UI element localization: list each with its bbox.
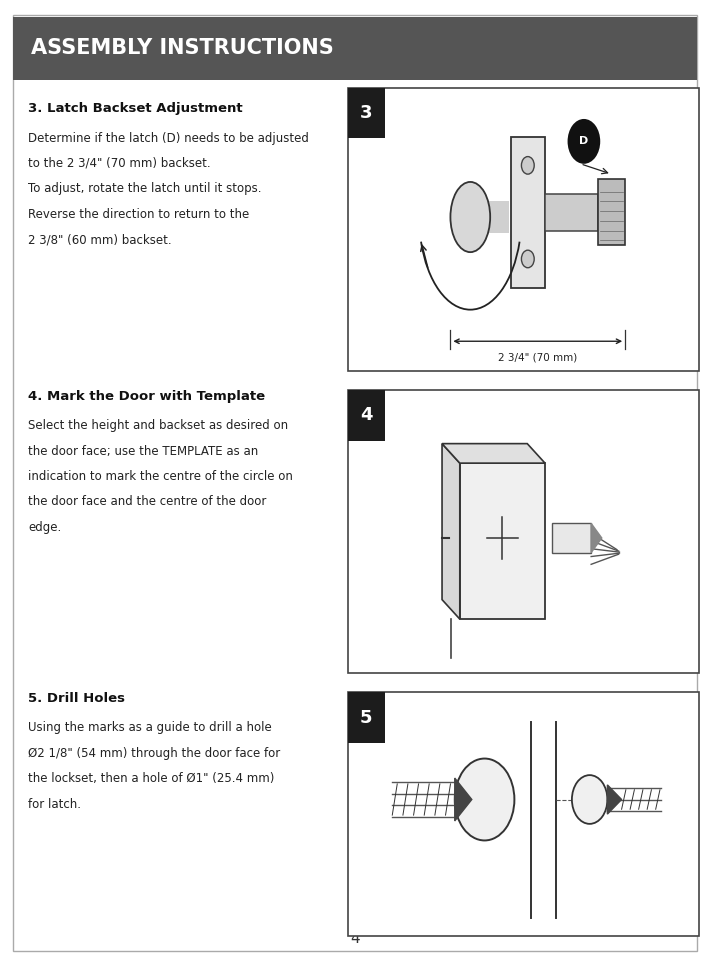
Bar xyxy=(510,136,545,288)
Bar xyxy=(13,17,697,80)
Circle shape xyxy=(572,775,608,824)
Polygon shape xyxy=(442,444,460,619)
Polygon shape xyxy=(455,778,472,821)
Text: the lockset, then a hole of Ø1" (25.4 mm): the lockset, then a hole of Ø1" (25.4 mm… xyxy=(28,772,275,785)
Text: 2 3/4" (70 mm): 2 3/4" (70 mm) xyxy=(498,353,577,363)
Text: ASSEMBLY INSTRUCTIONS: ASSEMBLY INSTRUCTIONS xyxy=(31,38,333,58)
Circle shape xyxy=(455,759,515,840)
Bar xyxy=(348,390,385,441)
Text: Using the marks as a guide to drill a hole: Using the marks as a guide to drill a ho… xyxy=(28,722,272,734)
Text: 2 3/8" (60 mm) backset.: 2 3/8" (60 mm) backset. xyxy=(28,233,172,246)
Text: indication to mark the centre of the circle on: indication to mark the centre of the cir… xyxy=(28,470,293,483)
Circle shape xyxy=(521,157,534,175)
Text: Select the height and backset as desired on: Select the height and backset as desired… xyxy=(28,419,288,432)
Ellipse shape xyxy=(450,182,490,253)
Text: the door face and the centre of the door: the door face and the centre of the door xyxy=(28,495,267,508)
Text: To adjust, rotate the latch until it stops.: To adjust, rotate the latch until it sto… xyxy=(28,182,262,195)
Polygon shape xyxy=(591,524,602,553)
Bar xyxy=(348,390,699,673)
Text: 3: 3 xyxy=(360,104,373,122)
Text: 3. Latch Backset Adjustment: 3. Latch Backset Adjustment xyxy=(28,102,243,115)
Text: 5: 5 xyxy=(360,709,373,726)
Text: 4. Mark the Door with Template: 4. Mark the Door with Template xyxy=(28,390,266,403)
Bar xyxy=(348,88,385,138)
Bar xyxy=(545,194,598,231)
Text: Determine if the latch (D) needs to be adjusted: Determine if the latch (D) needs to be a… xyxy=(28,132,310,144)
FancyBboxPatch shape xyxy=(483,202,509,233)
Text: the door face; use the TEMPLATE as an: the door face; use the TEMPLATE as an xyxy=(28,445,258,457)
Circle shape xyxy=(521,251,534,268)
Text: Reverse the direction to return to the: Reverse the direction to return to the xyxy=(28,208,250,220)
Bar xyxy=(598,179,625,246)
Bar xyxy=(348,88,699,371)
Circle shape xyxy=(567,119,600,164)
Text: 4: 4 xyxy=(360,407,373,424)
Text: edge.: edge. xyxy=(28,521,62,533)
Bar xyxy=(348,692,385,743)
Text: D: D xyxy=(579,136,589,146)
Polygon shape xyxy=(442,444,545,463)
Bar xyxy=(460,463,545,619)
Text: for latch.: for latch. xyxy=(28,798,82,810)
Polygon shape xyxy=(608,785,622,814)
Bar xyxy=(348,692,699,936)
Text: to the 2 3/4" (70 mm) backset.: to the 2 3/4" (70 mm) backset. xyxy=(28,157,211,170)
Text: Ø2 1/8" (54 mm) through the door face for: Ø2 1/8" (54 mm) through the door face fo… xyxy=(28,747,280,760)
Bar xyxy=(552,524,591,553)
Text: 5. Drill Holes: 5. Drill Holes xyxy=(28,692,126,705)
Text: 4: 4 xyxy=(350,931,360,946)
